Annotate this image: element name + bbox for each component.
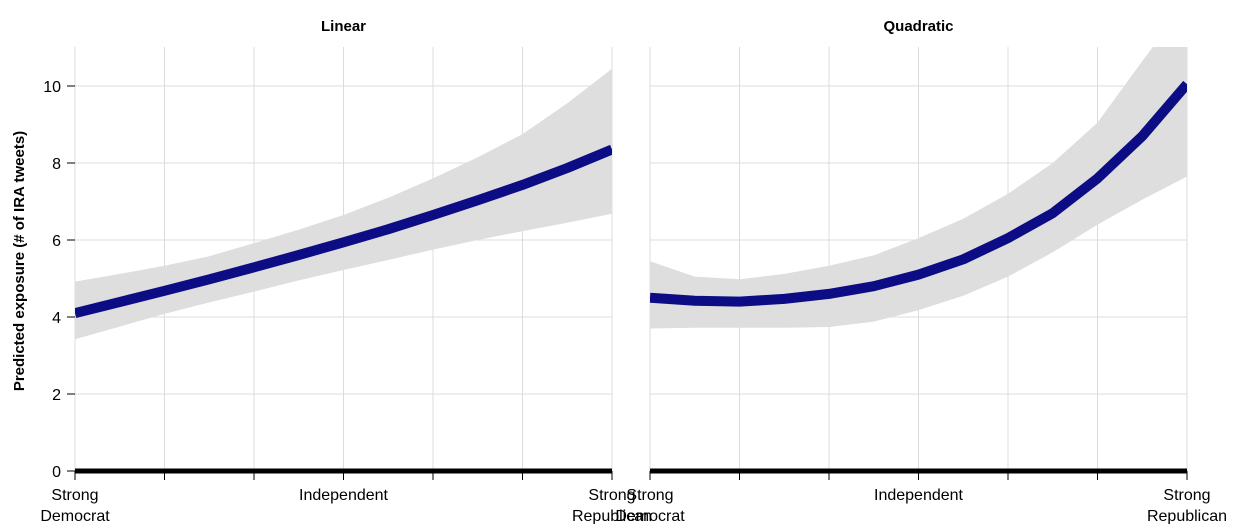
x-tick-label: Republican bbox=[572, 508, 652, 524]
grid bbox=[74, 47, 613, 471]
y-tick-label: 10 bbox=[43, 79, 61, 96]
panel-linear: Linear Strong Democrat Independent Strong Re… bbox=[40, 18, 652, 525]
x-tick-label: Strong bbox=[1163, 487, 1210, 504]
y-tick-label: 8 bbox=[52, 156, 61, 173]
x-tick-label: Strong bbox=[626, 487, 673, 504]
y-tick-label: 6 bbox=[52, 233, 61, 250]
y-tick-label: 0 bbox=[52, 464, 61, 481]
series-line bbox=[75, 144, 612, 318]
x-tick-label: Independent bbox=[299, 487, 389, 504]
x-tick-label: Strong bbox=[588, 487, 635, 504]
panel-title: Quadratic bbox=[883, 18, 953, 35]
y-tick-label: 2 bbox=[52, 387, 61, 404]
x-tick-label: Democrat bbox=[615, 508, 685, 524]
confidence-band bbox=[75, 68, 612, 340]
plot-area bbox=[75, 68, 612, 340]
y-tick-label: 4 bbox=[52, 310, 61, 327]
panel-quadratic: Quadratic Strong Democrat Independent Stron… bbox=[615, 18, 1227, 525]
x-tick-label: Strong bbox=[51, 487, 98, 504]
series-line bbox=[650, 80, 1187, 307]
x-tick-label: Democrat bbox=[40, 508, 110, 524]
panel-title: Linear bbox=[321, 18, 366, 35]
x-tick-label: Republican bbox=[1147, 508, 1227, 524]
y-axis-label: Predicted exposure (# of IRA tweets) bbox=[11, 131, 28, 391]
x-tick-label: Independent bbox=[874, 487, 964, 504]
plot-area bbox=[650, 47, 1187, 329]
